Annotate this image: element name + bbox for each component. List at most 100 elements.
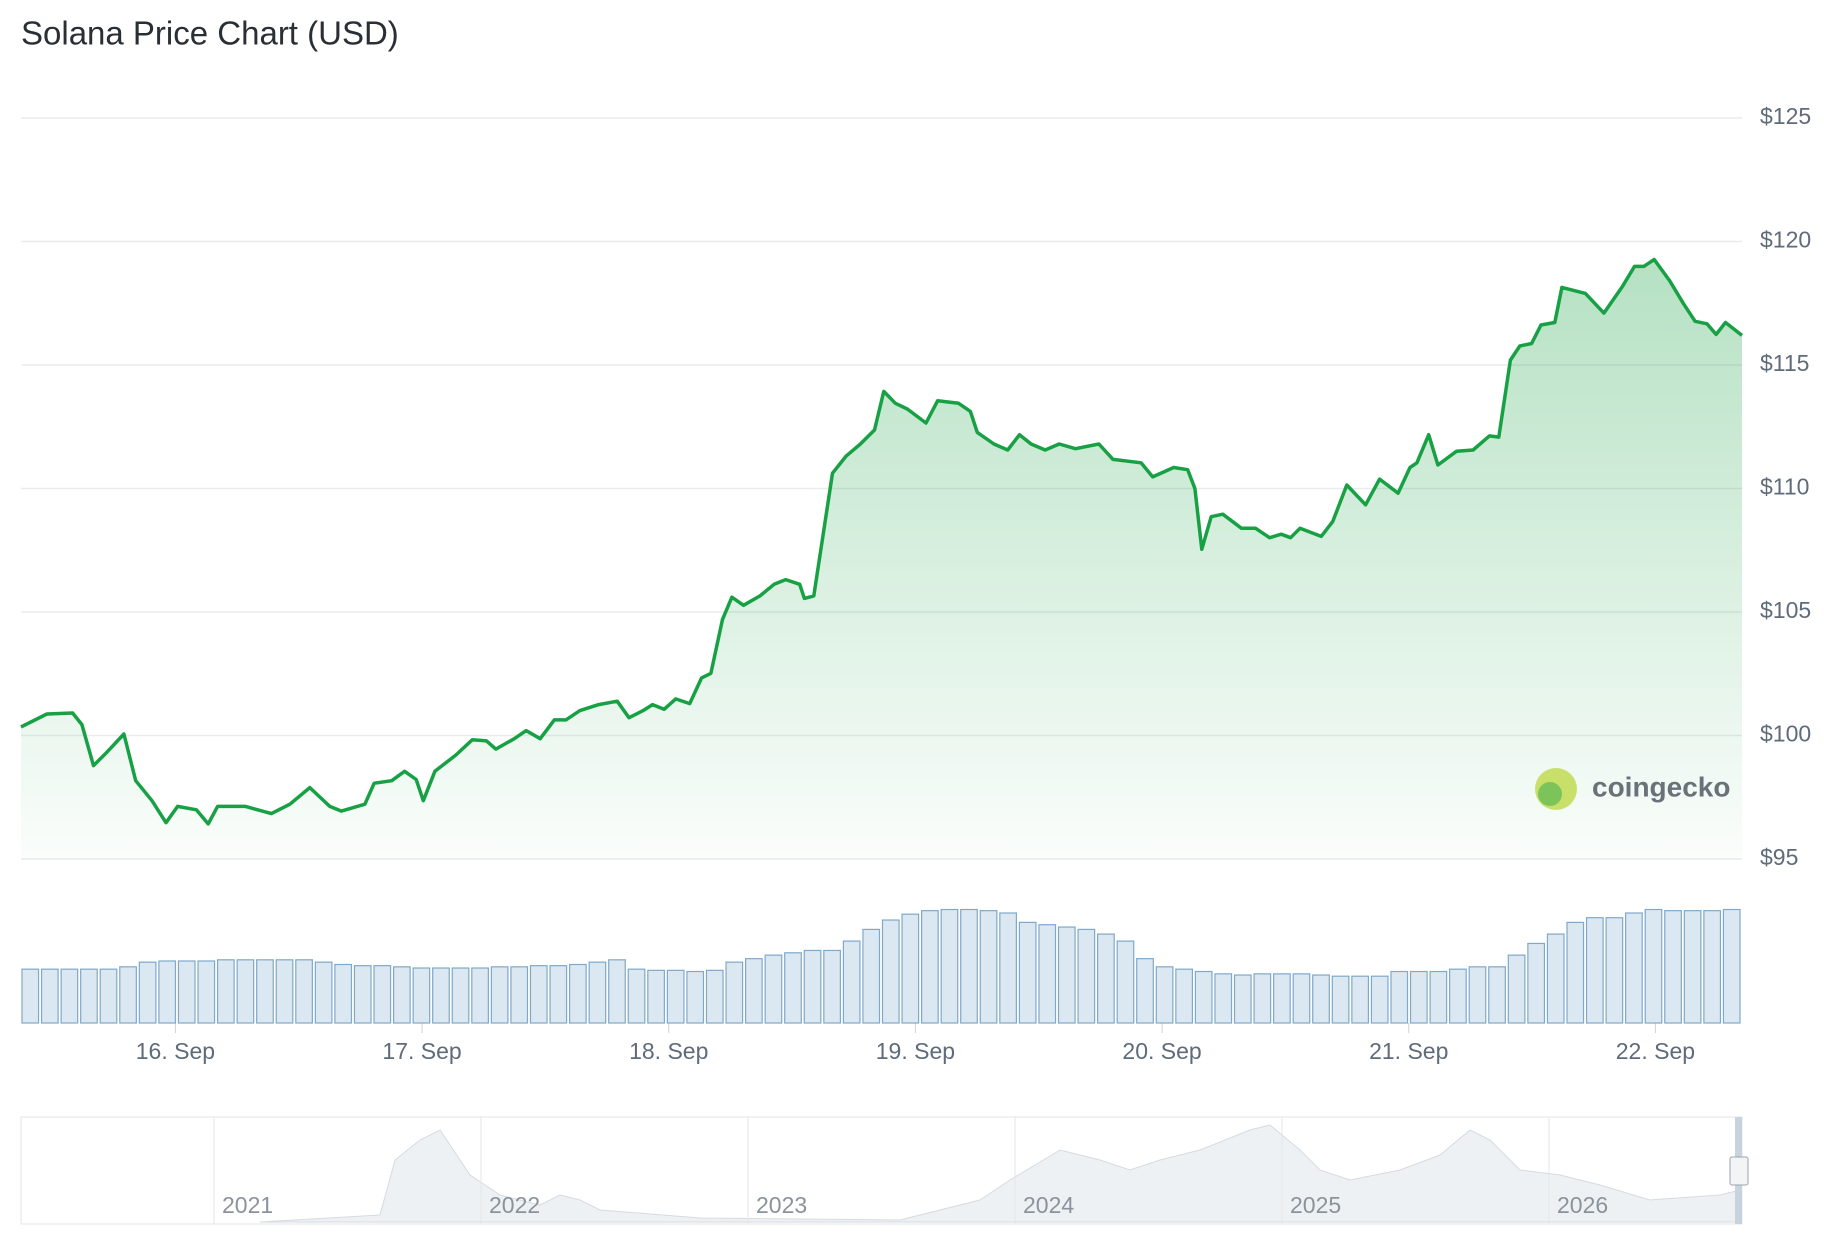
volume-bar — [568, 963, 587, 1024]
volume-bar — [1566, 921, 1585, 1024]
y-tick-label: $100 — [1760, 721, 1811, 747]
volume-bar — [725, 961, 744, 1024]
volume-bar — [1370, 975, 1389, 1024]
volume-bar — [1175, 968, 1194, 1024]
volume-bar — [901, 913, 920, 1024]
volume-bar — [999, 912, 1017, 1024]
volume-bar — [784, 952, 802, 1024]
x-tick-label: 22. Sep — [1616, 1038, 1695, 1064]
volume-bar — [353, 965, 372, 1024]
volume-bar — [412, 967, 431, 1024]
chart-title: Solana Price Chart (USD) — [21, 15, 399, 52]
volume-bar — [764, 954, 783, 1024]
volume-bar — [1351, 975, 1370, 1024]
volume-bar — [1664, 910, 1682, 1024]
volume-bar — [1018, 921, 1037, 1024]
volume-bar — [1429, 970, 1448, 1024]
volume-bar — [549, 965, 568, 1024]
watermark-logo-inner — [1538, 782, 1562, 806]
x-tick-label: 20. Sep — [1122, 1038, 1201, 1064]
volume-bar — [334, 963, 353, 1024]
volume-bar — [80, 968, 98, 1024]
volume-bar — [1057, 926, 1076, 1024]
navigator-handle[interactable] — [1729, 1156, 1749, 1186]
volume-bar — [1683, 910, 1702, 1024]
volume-bar — [471, 967, 489, 1024]
volume-bar — [686, 970, 705, 1024]
volume-bar — [510, 966, 529, 1024]
volume-bar — [295, 959, 313, 1024]
volume-bar — [881, 919, 900, 1024]
volume-bar — [432, 967, 450, 1024]
watermark: coingecko — [1535, 768, 1730, 810]
volume-bar — [1214, 973, 1233, 1024]
volume-bar — [1722, 908, 1741, 1024]
volume-bar — [960, 908, 978, 1024]
volume-bar — [1097, 933, 1115, 1024]
navigator-year-label: 2023 — [756, 1192, 807, 1218]
navigator-year-label: 2025 — [1290, 1192, 1341, 1218]
volume-bar — [451, 967, 470, 1024]
volume-bar — [823, 949, 841, 1024]
volume-bar — [490, 966, 509, 1024]
volume-bar — [158, 960, 177, 1024]
volume-bar — [1312, 974, 1330, 1024]
volume-bar — [1292, 973, 1311, 1024]
volume-bar — [1233, 974, 1252, 1024]
volume-bar — [256, 959, 274, 1024]
volume-bar — [979, 910, 998, 1024]
volume-bar — [392, 966, 411, 1024]
volume-bar — [1507, 954, 1526, 1024]
volume-bar — [1038, 924, 1057, 1024]
volume-bar — [373, 965, 392, 1024]
volume-bar — [1703, 910, 1722, 1024]
volume-bar — [1331, 975, 1350, 1024]
volume-bar — [216, 959, 235, 1024]
volume-bar — [647, 969, 665, 1024]
volume-bar — [1116, 940, 1135, 1024]
volume-bar — [314, 961, 333, 1024]
navigator-year-label: 2021 — [222, 1192, 273, 1218]
area-fill — [21, 259, 1742, 859]
volume-bar — [1468, 966, 1487, 1024]
watermark-text: coingecko — [1592, 771, 1730, 802]
volume-bar — [1605, 917, 1624, 1024]
price-line — [20, 257, 1744, 826]
volume-bar — [1077, 928, 1096, 1024]
navigator-area — [259, 1124, 1741, 1223]
volume-bar — [1546, 933, 1565, 1024]
x-tick-label: 18. Sep — [629, 1038, 708, 1064]
volume-bar — [1273, 973, 1291, 1024]
volume-bar — [1585, 917, 1604, 1024]
navigator-year-label: 2022 — [489, 1192, 540, 1218]
volume-bar — [1194, 970, 1213, 1024]
x-tick-label: 21. Sep — [1369, 1038, 1448, 1064]
volume-bar — [1409, 970, 1428, 1024]
y-tick-label: $110 — [1760, 474, 1809, 500]
volume-bar — [1644, 908, 1663, 1024]
volume-bar — [1136, 958, 1154, 1024]
y-tick-label: $105 — [1760, 597, 1811, 623]
y-tick-label: $115 — [1760, 350, 1809, 376]
volume-bar — [1253, 973, 1272, 1024]
x-tick-label: 19. Sep — [876, 1038, 955, 1064]
volume-bar — [21, 968, 40, 1024]
navigator: 2021 2022 2023 2024 2025 2026 — [20, 1116, 1749, 1225]
volume-bar — [803, 949, 822, 1024]
volume-bar — [627, 968, 646, 1024]
volume-bar — [666, 969, 685, 1024]
volume-bar — [1488, 966, 1506, 1024]
y-tick-label: $125 — [1760, 103, 1811, 129]
volume-bar — [529, 965, 548, 1024]
y-tick-label: $95 — [1760, 844, 1798, 870]
volume-bar — [705, 969, 724, 1024]
volume-bar — [275, 959, 294, 1024]
y-tick-label: $120 — [1760, 227, 1811, 253]
volume-bar — [1390, 970, 1409, 1024]
volume-bar — [138, 961, 157, 1024]
volume-bar — [40, 968, 59, 1024]
volume-bar — [1527, 942, 1546, 1024]
volume-bar — [588, 961, 607, 1024]
volume-bar — [921, 910, 939, 1024]
volume-bar — [1155, 966, 1174, 1024]
